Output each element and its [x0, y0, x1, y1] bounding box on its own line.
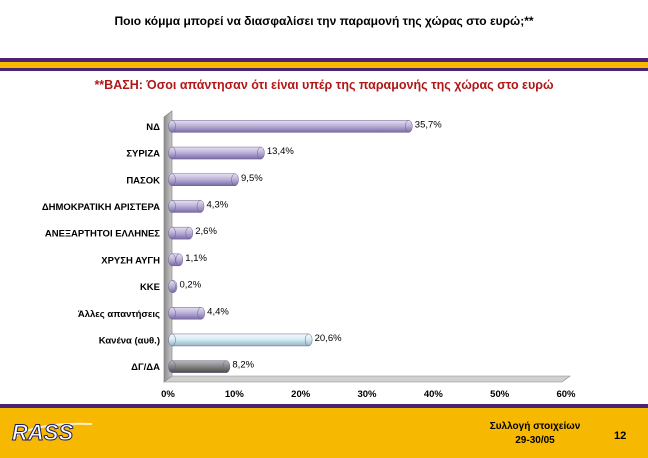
x-tick-label: 20%	[291, 389, 311, 400]
bar	[168, 146, 265, 160]
value-label: 0,2%	[180, 280, 202, 291]
page-number: 12	[614, 430, 627, 442]
bar-base-cap	[168, 146, 176, 160]
x-tick-label: 60%	[556, 389, 576, 400]
bar-cap	[185, 226, 193, 240]
svg-text:RASS: RASS	[12, 420, 73, 445]
category-label: ΔΓ/ΔΑ	[131, 362, 160, 373]
x-tick-label: 30%	[357, 389, 377, 400]
bar	[168, 173, 239, 186]
value-label: 2,6%	[195, 226, 217, 237]
rass-logo: RASS	[11, 420, 93, 446]
bar-body	[171, 200, 201, 213]
bar	[168, 253, 184, 267]
bar-base-cap	[168, 280, 176, 293]
value-label: 4,4%	[207, 306, 229, 317]
chart-subtitle: **ΒΑΣΗ: Όσοι απάντησαν ότι είναι υπέρ τη…	[94, 78, 554, 92]
x-tick-label: 40%	[424, 389, 444, 400]
bar-body	[171, 120, 410, 133]
bar-body	[171, 173, 236, 186]
bar	[168, 360, 231, 373]
value-label: 20,6%	[315, 333, 342, 344]
top-band-purple	[0, 58, 648, 62]
bar-chart: 0% 10% 20% 30% 40% 50% 60% ΝΔ 35,7% ΣΥΡΙΖΑ 13,4% ΠΑ…	[42, 110, 576, 400]
top-band-purple-lower	[0, 68, 648, 71]
bar-body	[171, 333, 309, 347]
value-label: 4,3%	[207, 199, 229, 210]
top-band-yellow	[0, 62, 648, 68]
bar-base-cap	[168, 360, 176, 373]
collection-dates: 29-30/05	[515, 435, 555, 446]
bar-base-cap	[168, 253, 176, 267]
bar-base-cap	[168, 200, 176, 213]
category-label: ΚΚΕ	[140, 282, 160, 293]
bar-body	[171, 307, 202, 320]
bar-body	[171, 146, 262, 160]
bar	[168, 200, 205, 213]
footer-band-yellow	[0, 408, 648, 458]
bar-cap	[196, 200, 205, 213]
bar-cap	[257, 146, 265, 160]
category-label: Κανένα (αυθ.)	[99, 335, 160, 346]
bar	[168, 226, 193, 240]
category-label: ΝΔ	[146, 122, 160, 133]
value-label: 1,1%	[185, 253, 207, 264]
bar	[168, 333, 313, 347]
bar-base-cap	[168, 333, 176, 347]
collection-info: Συλλογή στοιχείων 29-30/05	[480, 420, 590, 448]
bar-cap	[197, 307, 205, 320]
bar-base-cap	[168, 307, 176, 320]
bar-base-cap	[168, 173, 176, 186]
bar	[168, 307, 205, 320]
x-tick-label: 10%	[225, 389, 245, 400]
bar	[168, 280, 178, 293]
bar	[168, 120, 413, 133]
category-label: ΔΗΜΟΚΡΑΤΙΚΗ ΑΡΙΣΤΕΡΑ	[42, 202, 160, 213]
value-label: 35,7%	[415, 119, 442, 130]
bar-base-cap	[168, 226, 176, 240]
bar-base-cap	[168, 120, 176, 133]
bar-cap	[222, 360, 231, 373]
x-tick-label: 50%	[490, 389, 510, 400]
slide-title: Ποιο κόμμα μπορεί να διασφαλίσει την παρ…	[114, 14, 534, 28]
bar-body	[171, 360, 227, 373]
value-label: 13,4%	[267, 146, 294, 157]
category-label: Άλλες απαντήσεις	[78, 309, 160, 320]
bar-cap	[231, 173, 239, 186]
collection-label: Συλλογή στοιχείων	[489, 421, 581, 432]
bar-cap	[304, 333, 313, 347]
category-label: ΣΥΡΙΖΑ	[126, 149, 160, 160]
category-label: ΠΑΣΟΚ	[126, 175, 160, 186]
bar-cap	[405, 120, 413, 133]
category-label: ΑΝΕΞΑΡΤΗΤΟΙ ΕΛΛΗΝΕΣ	[45, 229, 160, 240]
value-label: 9,5%	[241, 173, 263, 184]
chart-floor	[163, 375, 571, 383]
x-tick-label: 0%	[161, 389, 175, 400]
footer-band-purple	[0, 404, 648, 408]
category-label: ΧΡΥΣΗ ΑΥΓΗ	[101, 255, 160, 266]
value-label: 8,2%	[232, 360, 254, 371]
bar-cap	[175, 253, 184, 267]
